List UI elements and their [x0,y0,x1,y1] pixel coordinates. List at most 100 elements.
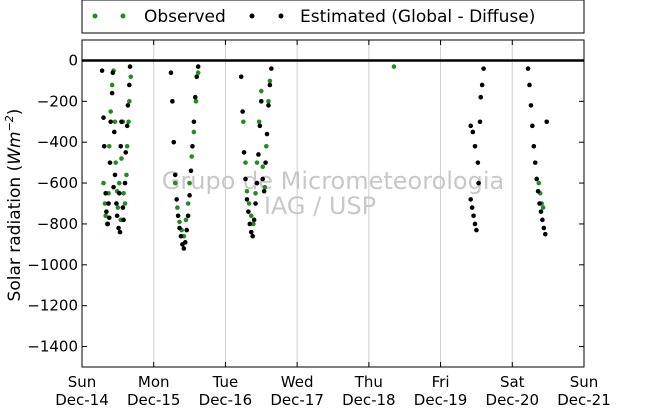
point-estimated-global-diffuse [528,103,534,108]
point-estimated-global-diffuse [121,217,126,223]
point-estimated-global-diffuse [527,82,532,88]
x-tick-label-day: Fri [432,373,450,391]
point-observed [109,82,115,88]
point-observed [191,129,197,135]
point-estimated-global-diffuse [250,233,255,239]
legend-label-estimated: Estimated (Global - Diffuse) [300,7,535,27]
point-estimated-global-diffuse [193,94,198,100]
point-observed [122,201,128,206]
point-observed [177,219,182,225]
point-observed [246,201,252,206]
point-estimated-global-diffuse [127,64,133,69]
point-estimated-global-diffuse [256,152,261,157]
point-estimated-global-diffuse [538,209,544,214]
point-observed [124,172,129,178]
point-estimated-global-diffuse [258,99,264,104]
point-estimated-global-diffuse [195,64,201,69]
point-estimated-global-diffuse [260,176,266,182]
point-estimated-global-diffuse [537,201,542,206]
x-tick-label-date: Dec-19 [414,391,468,409]
point-observed [195,70,201,75]
point-estimated-global-diffuse [253,201,258,206]
point-observed [172,180,178,186]
point-estimated-global-diffuse [101,115,106,120]
point-observed [258,88,264,94]
point-observed [266,99,271,104]
point-observed [241,119,246,125]
point-observed [260,164,266,170]
x-tick-label-date: Dec-21 [557,391,611,409]
y-tick-label: 0 [68,51,78,69]
point-observed [189,154,195,159]
point-estimated-global-diffuse [111,129,117,135]
point-estimated-global-diffuse [191,119,197,125]
point-estimated-global-diffuse [269,66,274,71]
point-observed [113,160,119,165]
point-estimated-global-diffuse [177,225,182,231]
point-estimated-global-diffuse [119,119,124,125]
y-tick-label: −1400 [27,338,78,356]
point-observed [102,201,108,206]
point-estimated-global-diffuse [534,176,539,182]
point-estimated-global-diffuse [184,227,190,233]
point-estimated-global-diffuse [475,160,481,165]
point-estimated-global-diffuse [542,231,548,237]
point-estimated-global-diffuse [187,193,192,198]
point-observed [108,109,113,114]
point-estimated-global-diffuse [172,172,178,178]
gridlines [153,40,513,367]
point-estimated-global-diffuse [116,225,121,231]
point-observed [185,201,191,206]
y-axis-title: Solar radiation (Wm−2) [3,109,25,302]
point-estimated-global-diffuse [190,143,195,149]
point-estimated-global-diffuse [531,143,537,149]
y-axis-title-exponent: −2 [3,115,16,131]
point-observed [183,217,189,223]
watermark-line-2: IAG / USP [264,192,376,220]
point-observed [540,205,546,210]
point-estimated-global-diffuse [474,227,479,233]
point-estimated-global-diffuse [111,184,116,190]
point-estimated-global-diffuse [168,70,174,75]
x-tick-label-date: Dec-17 [270,391,324,409]
point-estimated-global-diffuse [240,109,245,114]
point-estimated-global-diffuse [118,143,124,149]
x-tick-label-day: Mon [138,373,170,391]
y-axis: 0 −200 −400 −600 −800 −1000 −1200 −1400 [27,51,584,356]
point-observed [175,205,180,210]
point-estimated-global-diffuse [114,201,119,206]
y-axis-title-text: Solar radiation ( [5,165,25,302]
point-estimated-global-diffuse [175,213,181,219]
point-estimated-global-diffuse [476,180,481,186]
point-observed [243,160,248,165]
point-estimated-global-diffuse [243,176,248,182]
point-observed [536,180,542,186]
point-estimated-global-diffuse [174,197,179,202]
point-observed [253,190,258,196]
point-observed [267,78,273,84]
y-tick-label: −200 [37,92,78,110]
point-observed [187,180,192,186]
point-estimated-global-diffuse [472,143,478,149]
x-tick-label-date: Dec-18 [342,391,396,409]
point-estimated-global-diffuse [470,129,476,135]
point-estimated-global-diffuse [468,123,473,129]
point-estimated-global-diffuse [246,209,251,214]
point-estimated-global-diffuse [248,229,254,235]
point-observed [101,180,106,186]
x-tick-label-day: Wed [281,373,314,391]
point-estimated-global-diffuse [112,172,118,178]
legend-label-observed: Observed [144,7,226,27]
point-estimated-global-diffuse [124,123,130,129]
x-tick-label-day: Sat [500,373,525,391]
point-estimated-global-diffuse [170,99,175,104]
point-estimated-global-diffuse [481,66,486,71]
point-observed [391,64,397,69]
point-estimated-global-diffuse [535,188,541,194]
point-observed [254,160,260,165]
point-estimated-global-diffuse [171,139,177,145]
point-observed [248,213,254,219]
point-estimated-global-diffuse [109,90,115,96]
point-estimated-global-diffuse [266,103,271,108]
